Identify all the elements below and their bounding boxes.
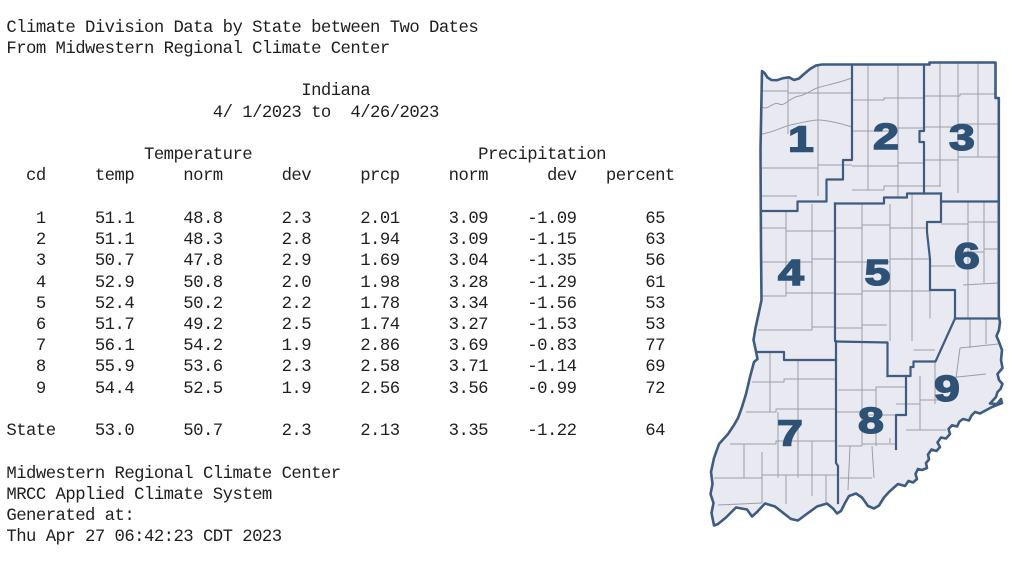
svg-text:7: 7 [777,413,803,453]
svg-text:4: 4 [778,253,804,293]
svg-text:3: 3 [949,118,975,158]
svg-text:1: 1 [788,119,814,159]
svg-text:6: 6 [954,236,980,276]
svg-text:5: 5 [865,253,891,293]
svg-text:8: 8 [858,401,884,441]
svg-text:2: 2 [873,117,899,157]
svg-text:9: 9 [934,369,960,409]
